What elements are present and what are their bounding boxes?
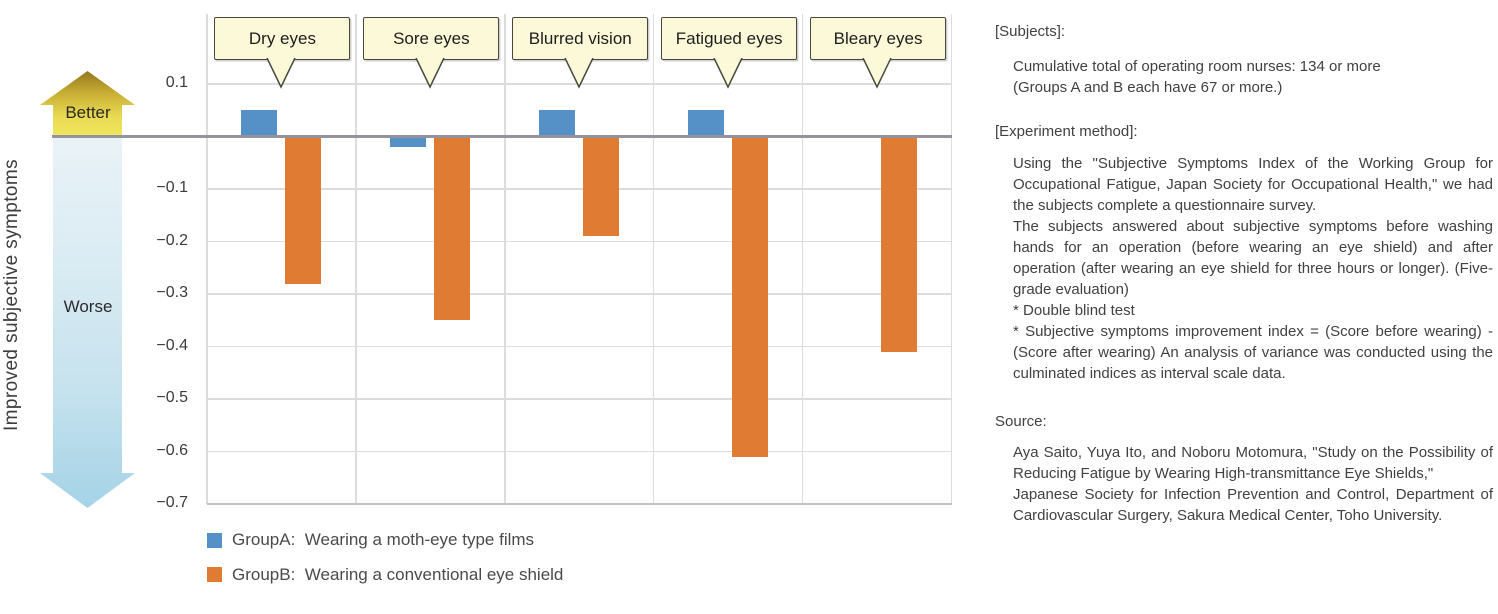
- vertical-gridline: [652, 14, 655, 504]
- horizontal-gridline: [207, 345, 952, 348]
- vertical-gridline: [355, 14, 357, 504]
- y-tick-label: −0.5: [156, 389, 188, 406]
- bar-groupa-3: [688, 110, 725, 137]
- source-heading: Source:: [995, 413, 1047, 430]
- subjects-heading: [Subjects]:: [995, 23, 1066, 40]
- legend-swatch-groupa: [207, 532, 222, 548]
- callout-pointer: [712, 57, 744, 94]
- vertical-gridline: [950, 14, 953, 504]
- horizontal-gridline: [207, 188, 952, 190]
- category-callout: Blurred vision: [512, 17, 649, 60]
- y-tick-label: −0.3: [156, 284, 188, 301]
- horizontal-gridline: [207, 503, 952, 505]
- bar-groupb-4: [881, 136, 918, 352]
- y-tick-label: −0.7: [156, 494, 188, 511]
- method-paragraph: * Subjective symptoms improvement index …: [1013, 323, 1493, 382]
- better-label: Better: [65, 103, 111, 122]
- source-paragraph: Japanese Society for Infection Preventio…: [1013, 486, 1493, 524]
- bar-groupa-2: [539, 110, 576, 137]
- bar-groupb-0: [285, 136, 322, 284]
- better-worse-arrow: [40, 71, 135, 508]
- callout-pointer: [563, 57, 595, 94]
- legend-item-groupb: GroupB: Wearing a conventional eye shiel…: [207, 565, 563, 585]
- zero-axis-line: [52, 135, 952, 138]
- bar-groupb-2: [583, 136, 620, 237]
- legend-label: GroupB: Wearing a conventional eye shiel…: [232, 564, 564, 584]
- callout-pointer: [861, 57, 893, 94]
- category-callout: Dry eyes: [214, 17, 351, 60]
- y-tick-label: −0.6: [156, 441, 188, 459]
- legend-item-groupa: GroupA: Wearing a moth-eye type films: [207, 530, 534, 550]
- callout-pointer: [414, 57, 446, 94]
- bar-groupb-3: [732, 136, 769, 457]
- horizontal-gridline: [207, 450, 952, 453]
- category-callout: Fatigued eyes: [661, 17, 798, 60]
- worse-label: Worse: [63, 297, 113, 316]
- vertical-gridline: [801, 14, 804, 504]
- info-panel: [Subjects]: Cumulative total of operatin…: [995, 21, 1493, 526]
- vertical-gridline: [206, 14, 208, 504]
- horizontal-gridline: [207, 293, 952, 295]
- source-paragraph: Aya Saito, Yuya Ito, and Noboru Motomura…: [1013, 444, 1493, 482]
- category-callout: Bleary eyes: [810, 17, 947, 60]
- y-tick-label: 0.1: [165, 74, 188, 91]
- legend-label: GroupA: Wearing a moth-eye type films: [232, 530, 535, 549]
- category-callout: Sore eyes: [363, 17, 500, 60]
- y-tick-label: −0.2: [156, 231, 188, 249]
- y-tick-label: −0.4: [156, 336, 188, 354]
- bar-groupa-0: [241, 110, 278, 137]
- y-tick-label: −0.1: [156, 179, 188, 196]
- callout-pointer: [265, 57, 297, 94]
- method-paragraph: Using the "Subjective Symptoms Index of …: [1013, 155, 1493, 214]
- horizontal-gridline: [207, 240, 952, 243]
- subjects-line: (Groups A and B each have 67 or more.): [1013, 79, 1283, 96]
- vertical-gridline: [504, 14, 506, 504]
- subjects-line: Cumulative total of operating room nurse…: [1013, 58, 1381, 75]
- bar-groupb-1: [434, 136, 471, 321]
- method-paragraph: * Double blind test: [1013, 302, 1135, 319]
- legend-swatch-groupb: [207, 567, 222, 582]
- bar-groupa-1: [390, 136, 427, 147]
- method-paragraph: The subjects answered about subjective s…: [1013, 218, 1493, 298]
- horizontal-gridline: [207, 398, 952, 400]
- method-heading: [Experiment method]:: [995, 123, 1138, 140]
